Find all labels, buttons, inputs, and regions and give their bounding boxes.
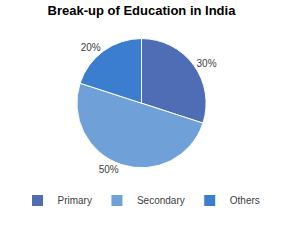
svg-text:Others: Others (230, 195, 260, 206)
svg-text:50%: 50% (99, 164, 119, 175)
svg-text:Primary: Primary (58, 195, 92, 206)
svg-text:30%: 30% (197, 58, 217, 69)
svg-text:Break-up of Education in India: Break-up of Education in India (48, 3, 237, 18)
svg-text:Secondary: Secondary (137, 195, 185, 206)
svg-text:20%: 20% (81, 42, 101, 53)
